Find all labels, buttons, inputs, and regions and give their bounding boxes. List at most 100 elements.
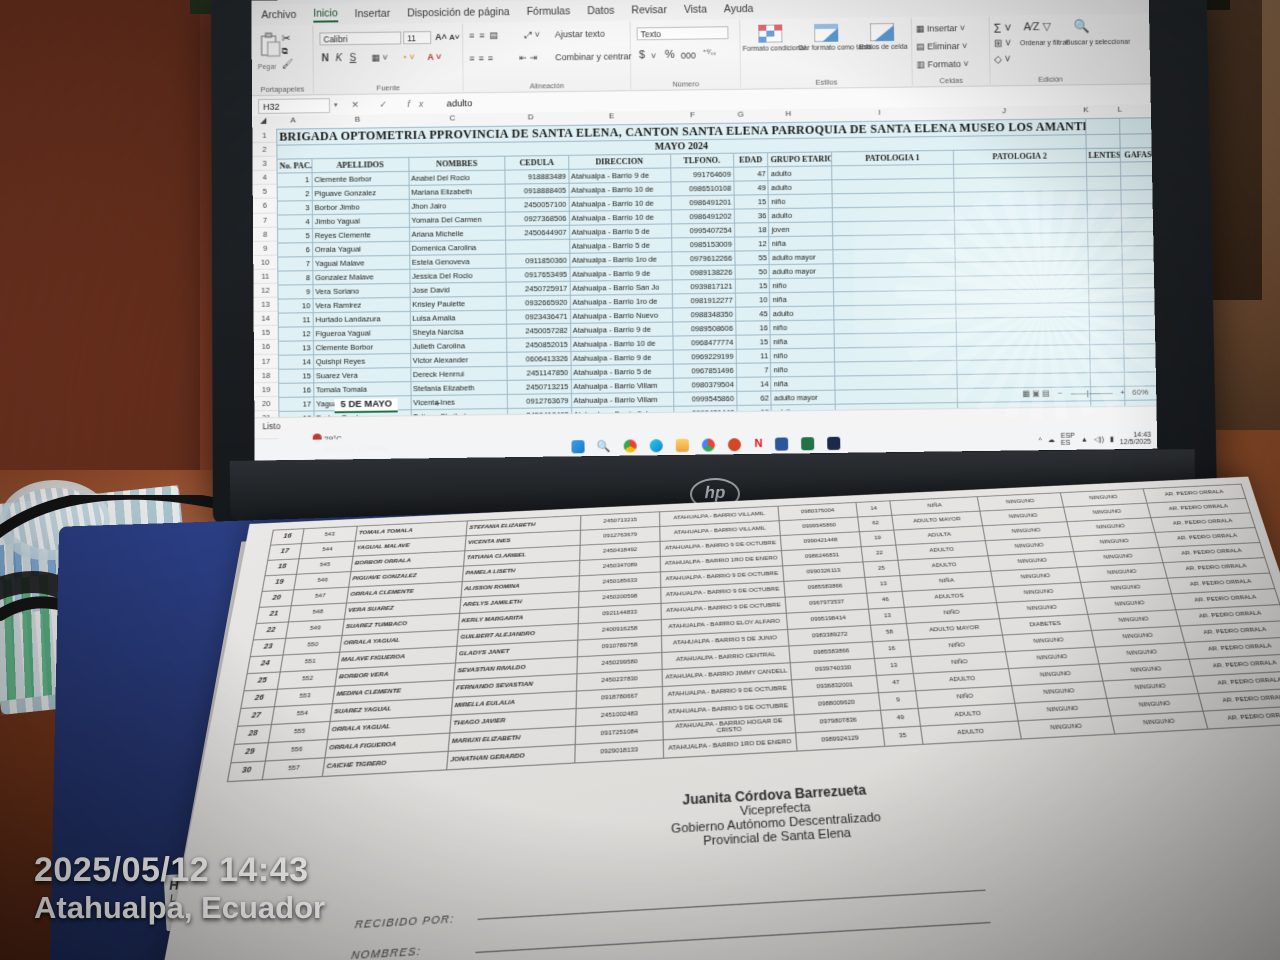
worksheet-cell[interactable]: 12 [734, 236, 770, 252]
worksheet-cell[interactable]: Atahualpa - Barrio 10 de [568, 209, 672, 226]
worksheet-cell[interactable]: 0918888405 [505, 183, 569, 199]
worksheet-cell[interactable]: Atahualpa - Barrio Villam [570, 378, 674, 394]
row-header[interactable]: 14 [253, 311, 278, 327]
worksheet-cell[interactable]: 0981912277 [671, 293, 736, 308]
worksheet-cell[interactable]: GAFAS [1120, 147, 1156, 163]
worksheet-cell[interactable] [1123, 329, 1157, 345]
word-icon[interactable] [775, 436, 789, 451]
worksheet-cell[interactable]: adulto mayor [769, 263, 833, 279]
worksheet-cell[interactable]: Atahualpa - Barrio 10 de [568, 195, 671, 212]
row-header[interactable]: 2 [252, 142, 277, 158]
find-select-label[interactable]: Buscar y seleccionar [1065, 38, 1131, 47]
search-icon[interactable]: 🔍 [597, 440, 612, 453]
worksheet-cell[interactable]: Atahualpa - Barrio San Jo [569, 279, 672, 296]
worksheet-cell[interactable] [1120, 175, 1156, 191]
bold-button[interactable]: N [321, 53, 329, 65]
fill-color-icon[interactable]: ◔ ˅ [401, 52, 415, 63]
worksheet-cell[interactable]: Vera Soriano [312, 283, 410, 299]
row-header[interactable]: 6 [252, 199, 277, 214]
formula-input[interactable]: adulto [446, 97, 473, 110]
worksheet-cell[interactable]: 0989138226 [671, 265, 736, 280]
tab-insertar[interactable]: Insertar [354, 7, 391, 21]
worksheet-cell[interactable] [1088, 288, 1124, 303]
language-indicator[interactable]: ESP ES [1060, 432, 1075, 447]
worksheet-cell[interactable]: 16 [735, 320, 771, 336]
worksheet-cell[interactable]: adulto [768, 165, 832, 181]
worksheet-cell[interactable]: adulto mayor [771, 390, 835, 406]
worksheet-cell[interactable] [1122, 259, 1157, 275]
tab-datos[interactable]: Datos [587, 4, 615, 18]
worksheet-cell[interactable]: CEDULA [505, 155, 569, 171]
worksheet-cell[interactable] [1124, 357, 1157, 373]
worksheet-cell[interactable]: 36 [734, 208, 769, 224]
worksheet-cell[interactable]: Yomaira Del Carmen [408, 212, 506, 228]
worksheet-cell[interactable]: 4 [277, 214, 313, 230]
worksheet-cell[interactable]: 45 [735, 306, 771, 322]
worksheet-cell[interactable]: 15 [735, 334, 771, 350]
worksheet-cell[interactable]: niño [768, 193, 832, 209]
worksheet-cell[interactable]: niña [769, 291, 834, 307]
col-H[interactable]: H [785, 109, 792, 119]
worksheet-cell[interactable]: 11 [735, 348, 771, 364]
delete-cells-button[interactable]: ▤ Eliminar ˅ [916, 40, 968, 52]
onedrive-icon[interactable]: ☁ [1047, 436, 1055, 445]
worksheet-grid[interactable]: BRIGADA OPTOMETRIA PPROVINCIA DE SANTA E… [276, 117, 1157, 418]
worksheet-cell[interactable]: Sheyla Narcisa [409, 324, 508, 340]
worksheet-cell[interactable]: 2450725917 [506, 281, 570, 297]
tab-vista[interactable]: Vista [683, 3, 708, 16]
orientation-icon[interactable]: ⤢ ˅ [524, 29, 540, 40]
worksheet-cell[interactable]: Hurtado Landazura [312, 311, 410, 327]
clock[interactable]: 14:43 12/5/2025 [1119, 431, 1152, 447]
worksheet-cell[interactable]: niña [771, 376, 835, 391]
col-K[interactable]: K [1083, 105, 1089, 115]
worksheet-cell[interactable]: APELLIDOS [311, 157, 409, 173]
col-G[interactable]: G [737, 109, 744, 119]
worksheet-cell[interactable] [1089, 358, 1125, 373]
row-header[interactable]: 10 [253, 255, 278, 270]
worksheet-cell[interactable]: Atahualpa - Barrio 1ro de [569, 251, 672, 268]
system-tray[interactable]: ^ ☁ ESP ES ▲ ◁)) ▮ 14:43 12/5/2025 [1038, 430, 1151, 450]
worksheet-cell[interactable]: LENTES [1085, 148, 1121, 163]
worksheet-cell[interactable]: 0911850360 [506, 253, 570, 269]
worksheet-cell[interactable] [1086, 204, 1122, 219]
name-box[interactable]: H32 [258, 97, 331, 114]
worksheet-cell[interactable]: Piguave Gonzalez [311, 185, 409, 201]
app-icon[interactable] [827, 436, 841, 450]
worksheet-cell[interactable]: niño [770, 362, 835, 377]
worksheet-cell[interactable] [1086, 190, 1122, 205]
select-all-corner[interactable]: ◢ [260, 115, 267, 125]
worksheet-cell[interactable] [1122, 273, 1157, 289]
worksheet-cell[interactable]: 0986491202 [670, 209, 735, 224]
worksheet-cell[interactable]: 0980379504 [673, 377, 737, 393]
worksheet-cell[interactable] [1089, 372, 1125, 387]
tab-ayuda[interactable]: Ayuda [723, 2, 754, 16]
worksheet-cell[interactable] [1087, 232, 1123, 247]
worksheet-cell[interactable]: Julieth Carolina [410, 338, 508, 354]
worksheet-cell[interactable] [1123, 343, 1157, 359]
worksheet-cell[interactable]: 2450057282 [506, 323, 571, 339]
worksheet-cell[interactable]: Domenica Carolina [409, 240, 507, 256]
worksheet-cell[interactable]: 2450644907 [505, 225, 570, 241]
worksheet-cell[interactable] [1122, 287, 1157, 303]
row-header[interactable]: 20 [254, 396, 279, 412]
worksheet-cell[interactable] [1121, 231, 1157, 247]
col-B[interactable]: B [354, 114, 361, 124]
worksheet-cell[interactable]: Atahualpa - Barrio Nuevo [570, 307, 673, 324]
worksheet-cell[interactable]: 0986510108 [670, 181, 734, 196]
worksheet-cell[interactable]: niña [769, 235, 833, 251]
worksheet-cell[interactable]: Mariana Elizabeth [408, 184, 506, 200]
worksheet-cell[interactable] [1123, 315, 1157, 331]
worksheet-cell[interactable]: 16 [278, 382, 314, 398]
row-header[interactable]: 15 [253, 325, 278, 341]
view-normal-icon[interactable]: ▦ [1022, 389, 1031, 399]
worksheet-cell[interactable]: Dereck Henrrui [410, 366, 508, 382]
chrome2-icon[interactable] [702, 437, 716, 452]
worksheet-cell[interactable]: 8 [277, 270, 313, 286]
wrap-text-button[interactable]: Ajustar texto [554, 28, 605, 40]
file-explorer-icon[interactable] [676, 438, 690, 452]
worksheet-cell[interactable]: 14 [736, 376, 772, 392]
worksheet-cell[interactable]: adulto [770, 305, 834, 321]
worksheet-cell[interactable]: 7 [277, 256, 313, 272]
worksheet-cell[interactable]: 0999545860 [673, 391, 737, 407]
paste-icon[interactable] [260, 32, 282, 62]
